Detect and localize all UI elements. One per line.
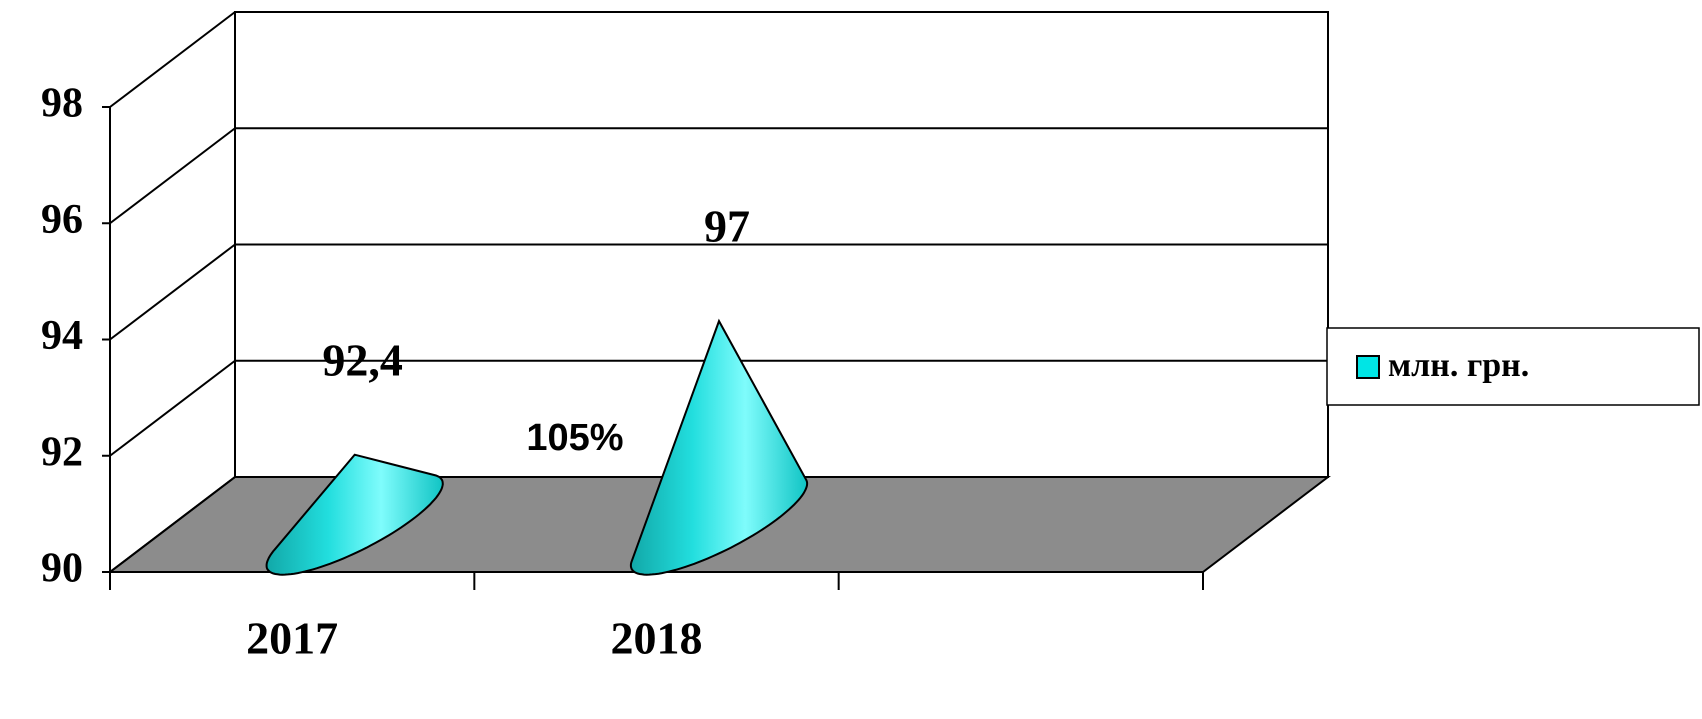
grid-line bbox=[109, 476, 236, 573]
plot: 90 92 94 96 98 2017 2018 bbox=[41, 11, 1331, 664]
grid-line bbox=[109, 127, 236, 225]
value-label: 97 bbox=[704, 201, 750, 252]
y-tick-label: 92 bbox=[41, 429, 83, 475]
legend: млн. грн. bbox=[1326, 327, 1700, 406]
x-tick-label: 2018 bbox=[611, 613, 703, 664]
value-label: 92,4 bbox=[322, 334, 403, 385]
y-tick-label: 96 bbox=[41, 197, 83, 243]
grid-line bbox=[109, 11, 236, 108]
annotation: 105% bbox=[526, 417, 623, 459]
legend-label: млн. грн. bbox=[1388, 347, 1529, 384]
legend-swatch bbox=[1356, 355, 1380, 379]
y-tick-label: 98 bbox=[41, 81, 83, 127]
x-tick-label: 2017 bbox=[246, 613, 338, 664]
cone bbox=[265, 453, 444, 576]
y-tick-label: 94 bbox=[41, 313, 83, 359]
grid-line bbox=[109, 359, 236, 457]
cone bbox=[629, 318, 809, 576]
legend-box bbox=[1326, 327, 1700, 406]
grid-line bbox=[109, 243, 236, 341]
y-tick-label: 90 bbox=[41, 546, 83, 592]
